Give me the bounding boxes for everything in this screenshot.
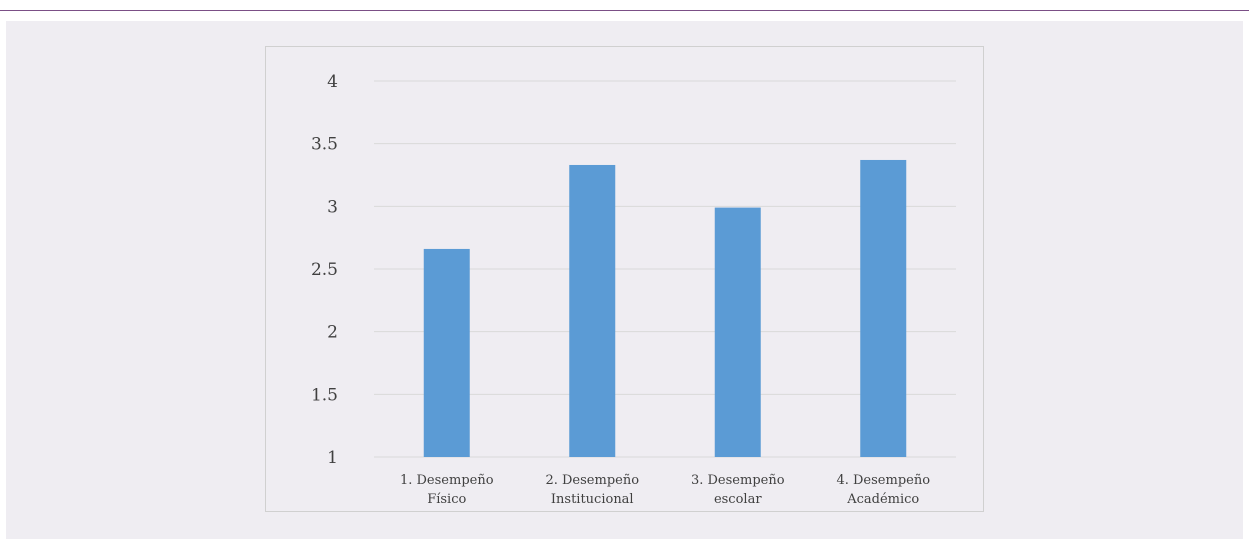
y-tick-label: 2 [327,323,338,343]
y-tick-label: 4 [327,72,338,92]
x-category-label: Físico [427,492,466,507]
x-category-label: Académico [846,492,919,507]
x-category-label: 2. Desempeño [545,473,639,488]
x-category-label: escolar [714,492,762,507]
figure-panel: 1 1.5 2 2.5 3 3.5 4 1. Desempeño Físico 2. Desemp… [6,21,1243,539]
y-tick-label: 2.5 [311,260,338,280]
bar-chart: 1 1.5 2 2.5 3 3.5 4 1. Desempeño Físico 2. Desemp… [311,72,956,507]
y-tick-label: 1.5 [311,385,338,405]
y-tick-label: 1 [327,448,338,468]
y-tick-label: 3.5 [311,135,338,155]
bar [569,164,616,457]
x-category-label: 3. Desempeño [691,473,785,488]
bar [423,248,470,457]
x-category-label: 1. Desempeño [400,473,494,488]
x-category-label: 4. Desempeño [836,473,930,488]
bar [714,207,761,457]
y-tick-label: 3 [327,197,338,217]
bar [860,159,907,457]
x-category-label: Institucional [551,492,634,507]
top-divider [0,10,1249,11]
chart-area: 1 1.5 2 2.5 3 3.5 4 1. Desempeño Físico 2. Desemp… [265,46,984,512]
